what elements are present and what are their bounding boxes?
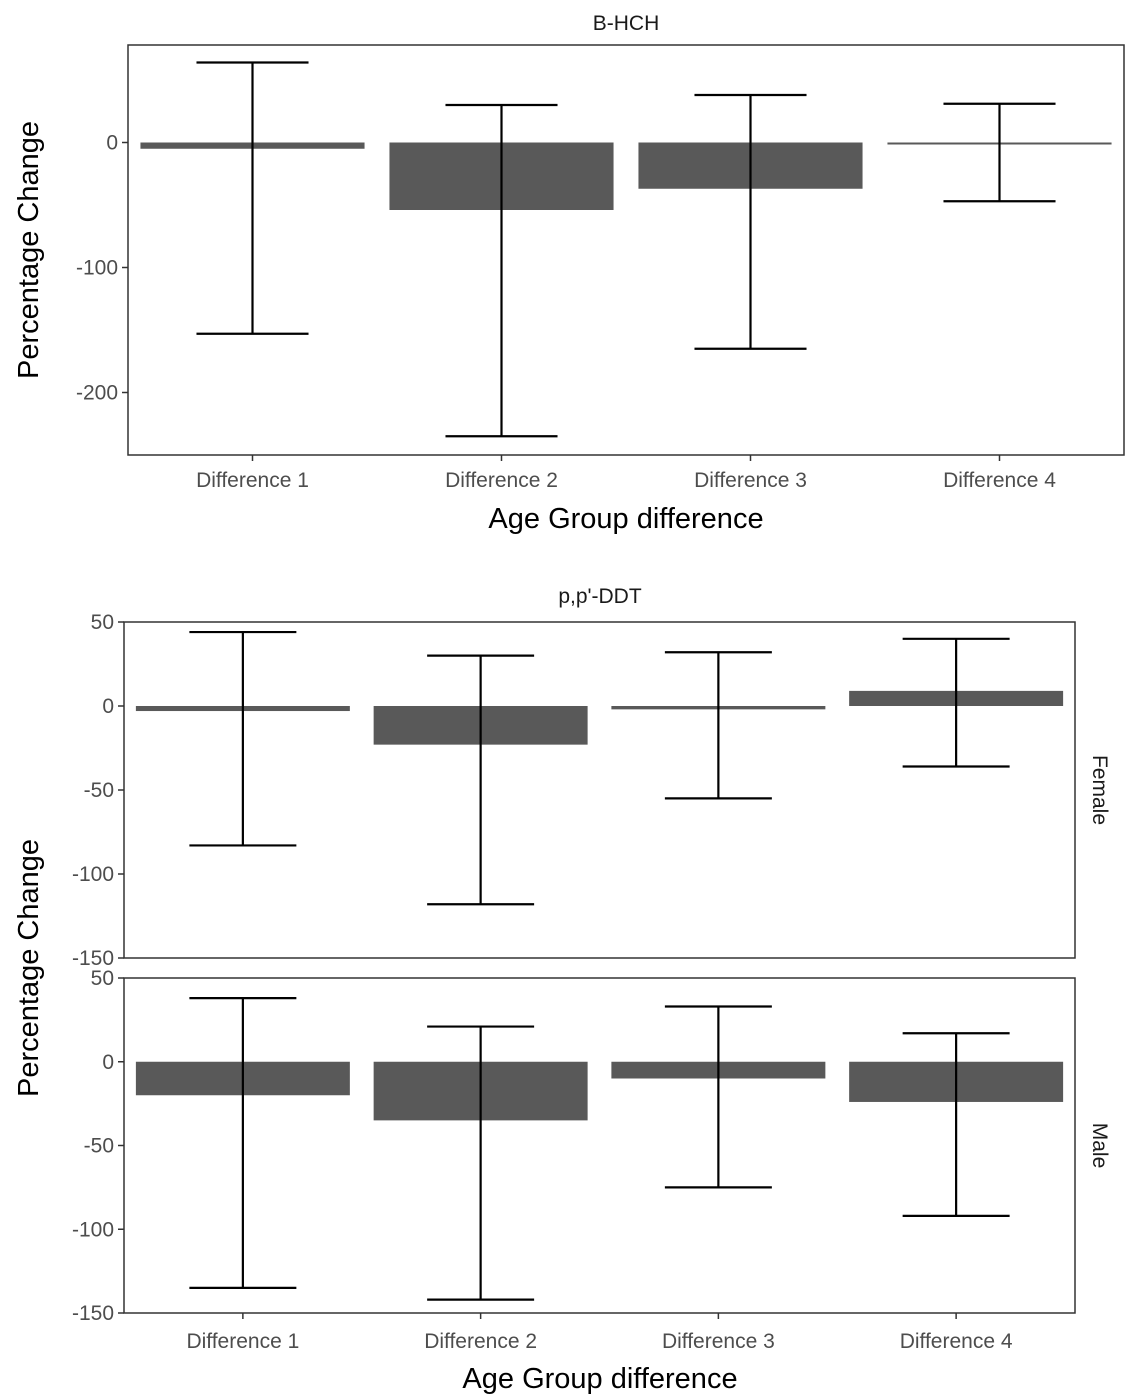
y-tick-label: 50 xyxy=(91,967,114,990)
panel-border xyxy=(123,621,1076,959)
x-axis-label: Age Group difference xyxy=(462,1363,737,1395)
y-tick-label: 0 xyxy=(106,132,118,155)
error-bar xyxy=(189,996,297,1289)
x-tick-label: Difference 3 xyxy=(694,469,807,492)
y-tick-label: -100 xyxy=(72,1218,114,1241)
y-tick-label: -100 xyxy=(76,257,118,280)
panel-male: 50 0 -50 -100 -150 Male Difference 1 Difference… xyxy=(72,967,1111,1353)
panel-female: 50 0 -50 -100 -150 Female xyxy=(72,611,1111,970)
y-tick-label: -200 xyxy=(76,382,118,405)
error-bar xyxy=(664,1005,772,1189)
y-tick-label: 50 xyxy=(91,611,114,634)
chart-title: B-HCH xyxy=(593,12,660,35)
error-bar xyxy=(196,61,309,335)
chart-marks: 50 0 -50 -100 -150 Female 50 0 -50 -100 -150 Male Di… xyxy=(72,611,1111,1353)
error-bar xyxy=(427,654,535,906)
y-tick-label: -150 xyxy=(72,1302,114,1325)
facet-strip-label: Male xyxy=(1088,1123,1111,1169)
chart-title: p,p'-DDT xyxy=(558,585,642,608)
x-tick-label: Difference 2 xyxy=(445,469,558,492)
error-bar xyxy=(189,630,297,847)
panel-main: 0 -100 -200 Difference 1 Difference 2 Differe… xyxy=(76,44,1125,492)
facet-strip-label: Female xyxy=(1088,755,1111,825)
x-axis-label: Age Group difference xyxy=(488,503,763,535)
y-axis-label: Percentage Change xyxy=(13,839,45,1097)
y-tick-label: 0 xyxy=(102,695,114,718)
y-tick-label: -50 xyxy=(84,1135,114,1158)
error-bar xyxy=(902,637,1010,768)
error-bar xyxy=(445,103,558,438)
chart-marks: 0 -100 -200 Difference 1 Difference 2 Differe… xyxy=(76,44,1125,492)
y-tick-label: 0 xyxy=(102,1051,114,1074)
x-tick-label: Difference 3 xyxy=(662,1330,775,1353)
panel-border xyxy=(127,44,1125,456)
error-bar xyxy=(664,651,772,800)
error-bar xyxy=(694,93,807,350)
x-tick-label: Difference 4 xyxy=(900,1330,1013,1353)
error-bar xyxy=(943,102,1056,203)
y-tick-label: -100 xyxy=(72,863,114,886)
x-tick-label: Difference 2 xyxy=(424,1330,537,1353)
x-tick-label: Difference 4 xyxy=(943,469,1056,492)
error-bar xyxy=(427,1025,535,1301)
chart-ppddt: p,p'-DDT 50 0 -50 -100 -150 Female 50 0 -50 -100 -… xyxy=(13,585,1111,1395)
x-tick-label: Difference 1 xyxy=(196,469,309,492)
y-tick-label: -150 xyxy=(72,947,114,970)
y-tick-label: -50 xyxy=(84,779,114,802)
error-bar xyxy=(902,1032,1010,1217)
chart-bhch: B-HCH 0 -100 -200 Difference 1 Difference 2 D… xyxy=(13,12,1125,535)
y-axis-label: Percentage Change xyxy=(13,121,45,379)
panel-border xyxy=(123,977,1076,1314)
x-tick-label: Difference 1 xyxy=(186,1330,299,1353)
